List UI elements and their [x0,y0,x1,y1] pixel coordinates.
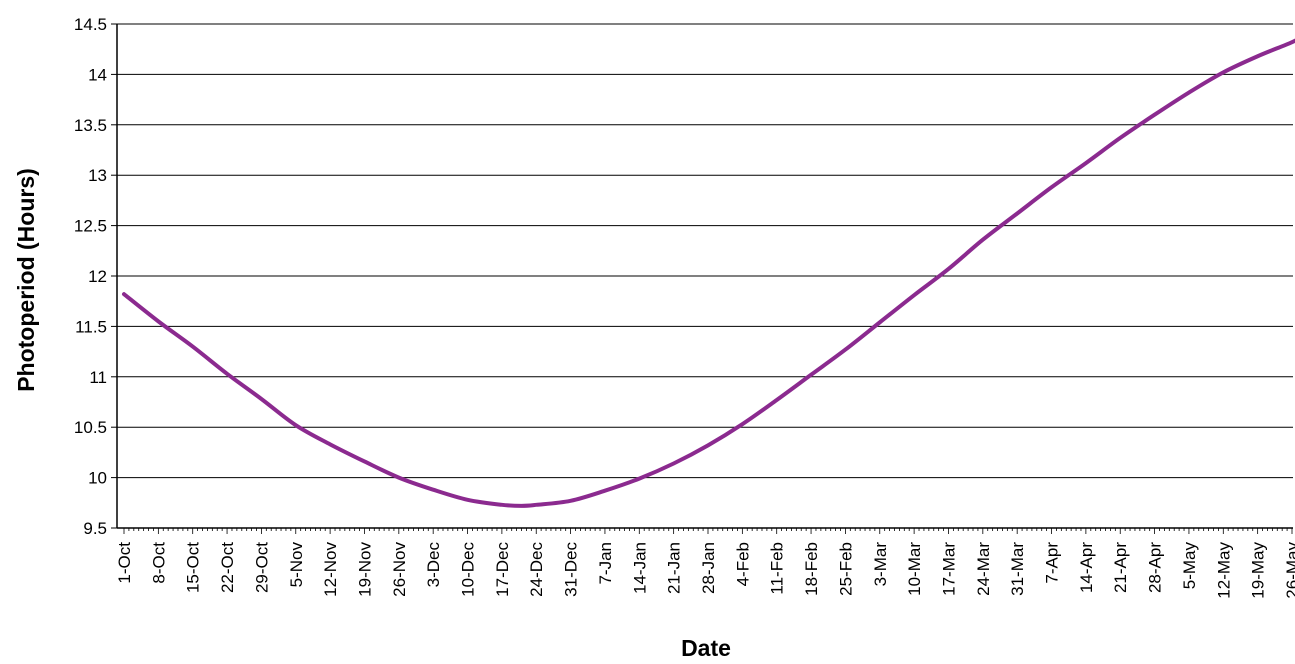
x-tick-label: 12-Nov [321,542,340,597]
x-tick-label: 8-Oct [149,542,168,584]
y-tick-label: 10 [88,469,107,488]
x-tick-label: 29-Oct [252,542,271,593]
x-tick-label: 21-Jan [665,542,684,594]
x-tick-label: 15-Oct [184,542,203,593]
y-tick-label: 12 [88,267,107,286]
x-axis-ticks: 1-Oct 8-Oct 15-Oct 22-Oct 29-Oct 5-Nov 12-Nov 1… [115,528,1295,599]
x-tick-label: 5-Nov [287,542,306,588]
photoperiod-line [122,38,1295,508]
y-tick-label: 14.5 [74,15,107,34]
y-tick-label: 13.5 [74,116,107,135]
x-tick-label: 31-Dec [562,542,581,597]
x-tick-label: 3-Dec [424,542,443,588]
y-tick-label: 13 [88,166,107,185]
y-tick-label: 10.5 [74,418,107,437]
x-tick-label: 14-Apr [1077,542,1096,593]
x-tick-label: 17-Mar [939,542,958,596]
x-tick-label: 28-Jan [699,542,718,594]
x-tick-label: 28-Apr [1146,542,1165,593]
x-tick-label: 22-Oct [218,542,237,593]
y-tick-label: 12.5 [74,217,107,236]
x-tick-label: 19-Nov [355,542,374,597]
x-tick-label: 25-Feb [836,542,855,596]
x-tick-label: 10-Mar [905,542,924,596]
y-axis-ticks: 9.5 10 10.5 11 11.5 12 12.5 13 13.5 14 14.5 [74,15,117,538]
x-tick-label: 24-Dec [527,542,546,597]
x-tick-label: 12-May [1214,542,1233,599]
x-tick-label: 17-Dec [493,542,512,597]
x-tick-label: 11-Feb [768,542,787,595]
x-tick-label: 4-Feb [733,542,752,586]
x-tick-label: 19-May [1249,542,1268,599]
x-tick-label: 1-Oct [115,542,134,584]
x-tick-label: 3-Mar [871,542,890,587]
x-tick-label: 31-Mar [1008,542,1027,596]
x-tick-label: 18-Feb [802,542,821,596]
x-tick-label: 26-Nov [390,542,409,597]
y-tick-label: 11 [89,368,107,387]
x-axis-title: Date [681,635,731,661]
x-tick-label: 26-May [1283,542,1295,599]
x-tick-label: 5-May [1180,542,1199,590]
y-tick-label: 14 [88,65,107,84]
x-tick-label: 7-Apr [1043,542,1062,584]
gridlines [117,23,1293,479]
y-axis-title: Photoperiod (Hours) [13,168,39,392]
y-tick-label: 9.5 [83,519,107,538]
x-tick-label: 7-Jan [596,542,615,585]
x-tick-label: 24-Mar [974,542,993,596]
x-tick-label: 21-Apr [1111,542,1130,593]
y-tick-label: 11.5 [75,317,107,336]
x-tick-label: 14-Jan [630,542,649,594]
x-tick-label: 10-Dec [459,542,478,597]
